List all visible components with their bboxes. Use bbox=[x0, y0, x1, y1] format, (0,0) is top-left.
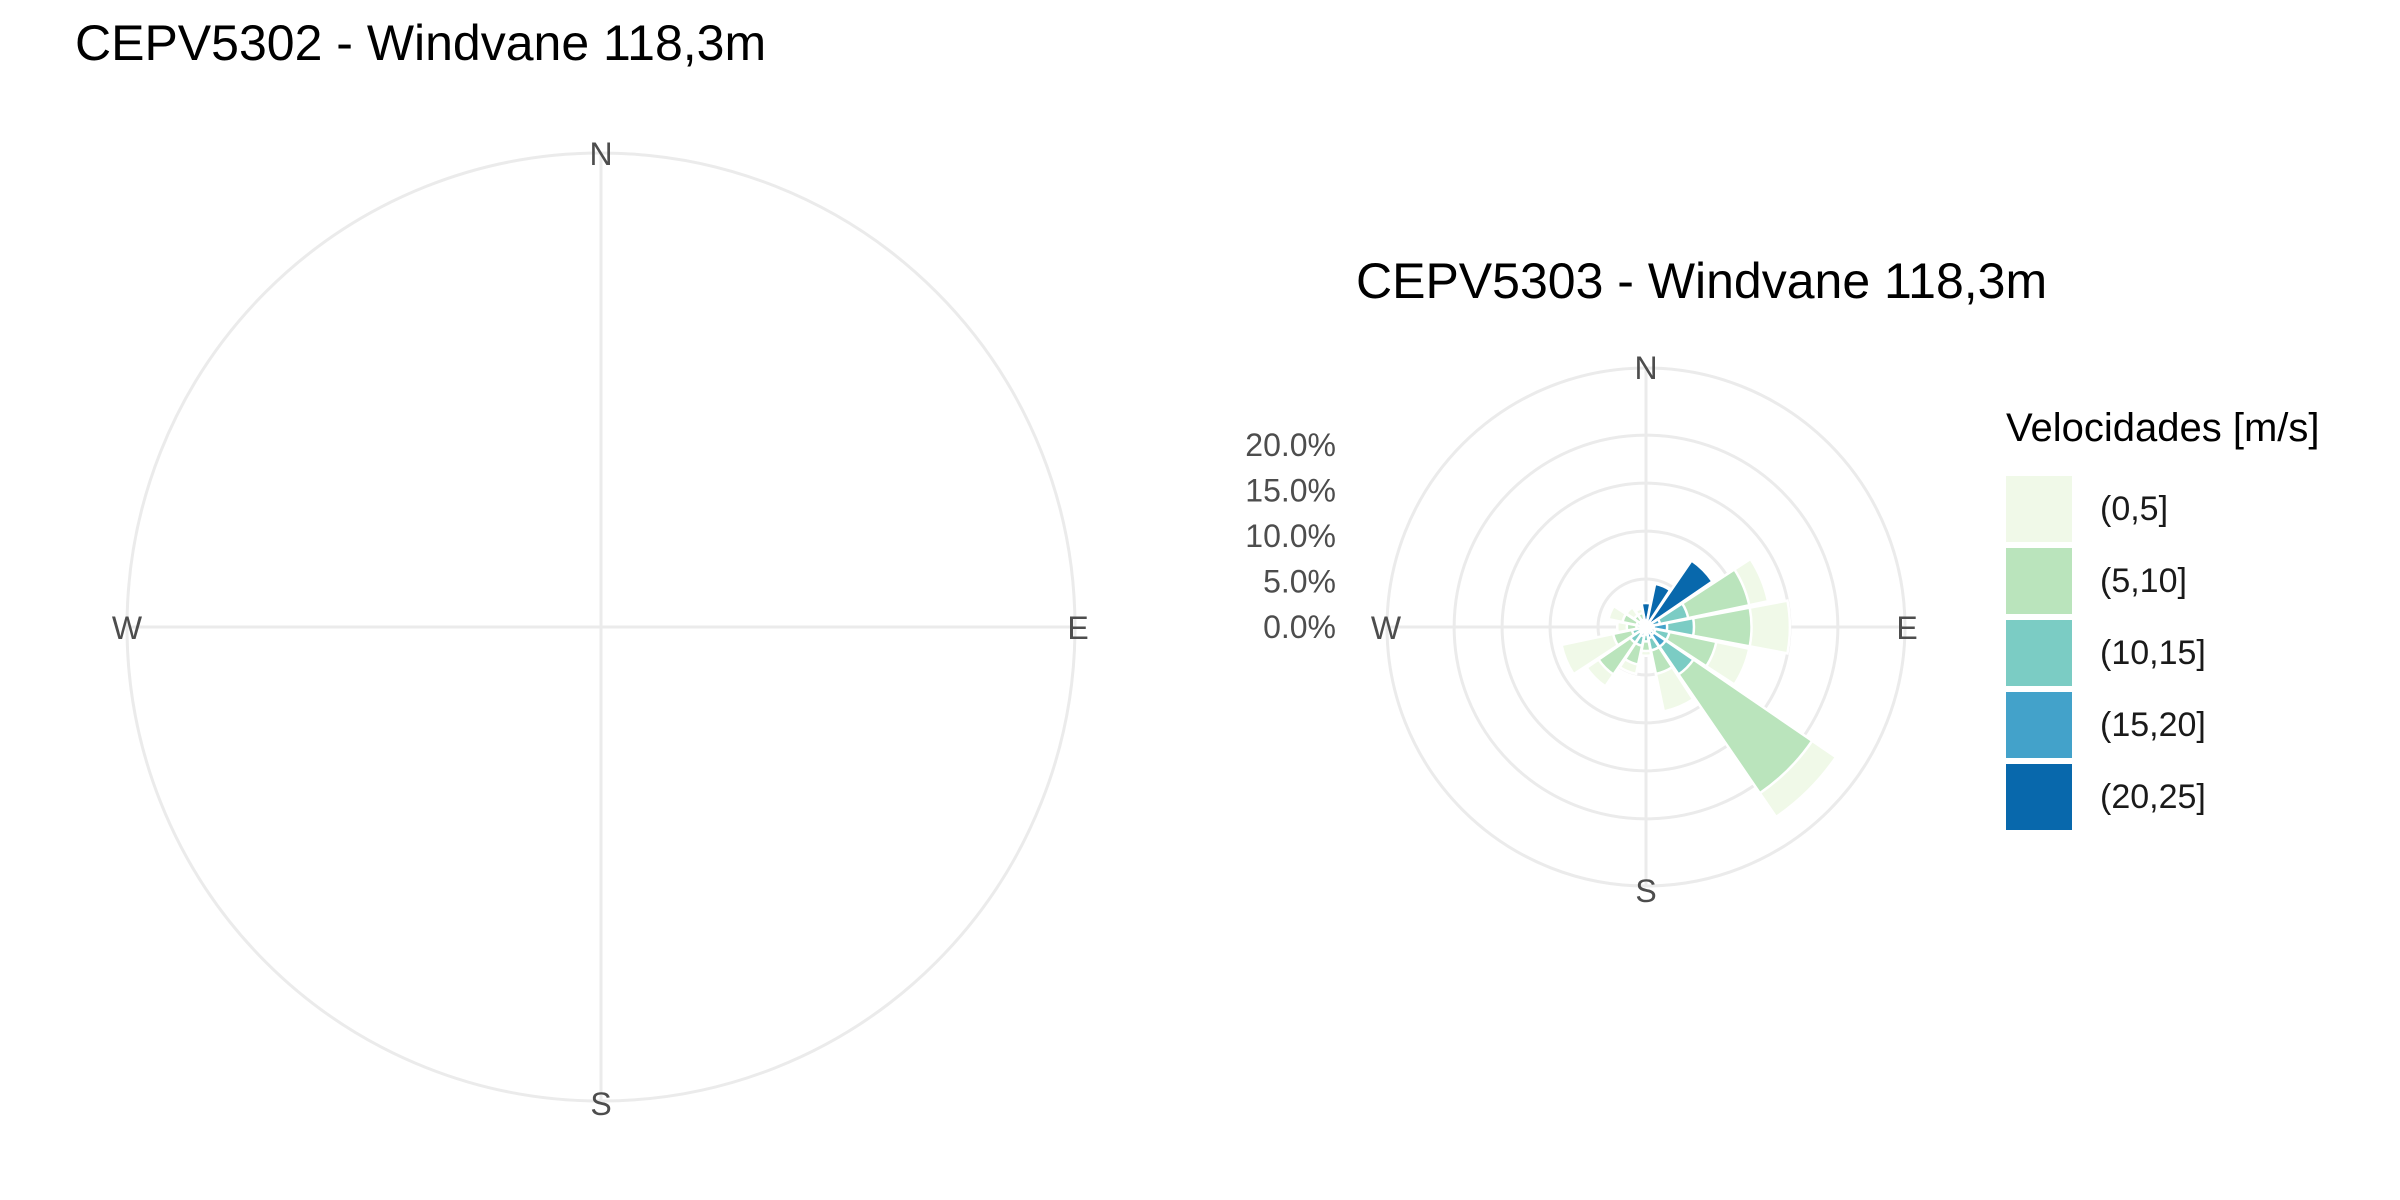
wedge-90-bin-1 bbox=[1645, 606, 1753, 648]
legend-item: (20,25] bbox=[2006, 761, 2320, 833]
compass-label-n: N bbox=[1634, 350, 1657, 386]
legend: Velocidades [m/s] (0,5] (5,10] (10,15] (15,… bbox=[2006, 406, 2320, 833]
legend-items: (0,5] (5,10] (10,15] (15,20] (20,25] bbox=[2006, 473, 2320, 833]
radial-tick-label: 10.0% bbox=[1245, 518, 1336, 554]
chart-title-right: CEPV5303 - Windvane 118,3m bbox=[1356, 253, 2048, 309]
compass-label-w: W bbox=[1371, 610, 1402, 646]
legend-swatch bbox=[2006, 548, 2072, 614]
legend-label: (20,25] bbox=[2100, 777, 2206, 816]
legend-swatch bbox=[2006, 764, 2072, 830]
legend-item: (15,20] bbox=[2006, 689, 2320, 761]
radial-tick-label: 20.0% bbox=[1245, 427, 1336, 463]
legend-item: (5,10] bbox=[2006, 545, 2320, 617]
radial-tick-label: 0.0% bbox=[1263, 609, 1336, 645]
legend-swatch bbox=[2006, 620, 2072, 686]
compass-label-e: E bbox=[1067, 610, 1088, 646]
wind-rose-left: N E S W bbox=[112, 136, 1089, 1122]
wedges bbox=[1560, 557, 1838, 819]
radial-tick-labels: 0.0% 5.0% 10.0% 15.0% 20.0% bbox=[1245, 427, 1336, 645]
wedge-45-bin-4 bbox=[1644, 558, 1715, 629]
legend-item: (10,15] bbox=[2006, 617, 2320, 689]
legend-item: (0,5] bbox=[2006, 473, 2320, 545]
legend-swatch bbox=[2006, 692, 2072, 758]
wind-rose-right: N E S W 0.0% 5.0% 10.0% 15.0% 20.0% bbox=[1245, 350, 1917, 909]
legend-label: (5,10] bbox=[2100, 561, 2187, 600]
chart-title-left: CEPV5302 - Windvane 118,3m bbox=[75, 15, 767, 71]
legend-swatch bbox=[2006, 476, 2072, 542]
compass-label-e: E bbox=[1896, 610, 1917, 646]
compass-label-n: N bbox=[589, 136, 612, 172]
legend-label: (0,5] bbox=[2100, 489, 2169, 528]
legend-title: Velocidades [m/s] bbox=[2006, 406, 2320, 450]
wedge-337.5-bin-4 bbox=[1643, 623, 1648, 628]
compass-label-s: S bbox=[590, 1086, 611, 1122]
compass-label-s: S bbox=[1635, 873, 1656, 909]
compass-label-w: W bbox=[112, 610, 143, 646]
legend-label: (15,20] bbox=[2100, 705, 2206, 744]
radial-tick-label: 5.0% bbox=[1263, 564, 1336, 600]
radial-tick-label: 15.0% bbox=[1245, 473, 1336, 509]
legend-label: (10,15] bbox=[2100, 633, 2206, 672]
